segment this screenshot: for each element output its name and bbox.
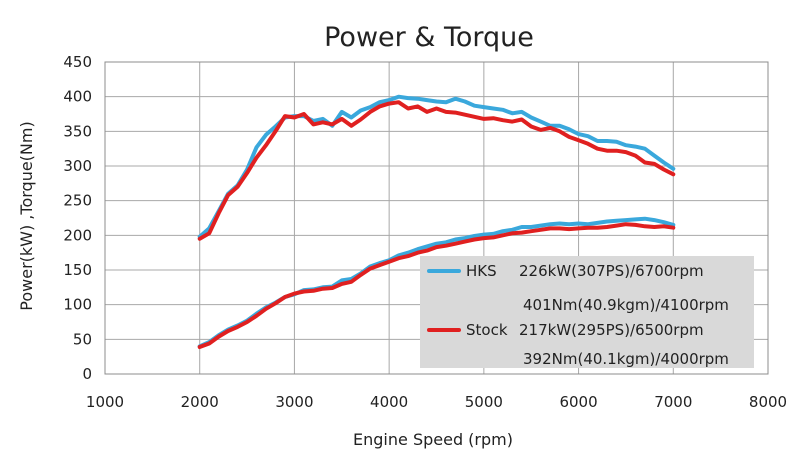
- y-tick-label: 350: [63, 122, 92, 140]
- y-tick-label: 100: [63, 296, 92, 314]
- series-layer: [197, 94, 676, 349]
- plot-frame: [104, 61, 769, 375]
- stock-legend-power-label: 217kW(295PS)/6500rpm: [519, 321, 704, 339]
- y-axis-title: Power(kW) ,Torque(Nm): [17, 121, 36, 310]
- x-tick-label: 1000: [86, 393, 124, 411]
- legend-box: [420, 256, 754, 368]
- hks-legend-name: HKS: [466, 262, 497, 280]
- x-axis-title: Engine Speed (rpm): [353, 430, 513, 449]
- axis-layer: 1000 2000 3000 4000 5000 6000 7000 8000 0 50 100 15…: [63, 53, 787, 411]
- y-tick-label: 50: [73, 330, 92, 348]
- hks-legend-power-label: 226kW(307PS)/6700rpm: [519, 262, 704, 280]
- y-tick-label: 300: [63, 157, 92, 175]
- chart-title: Power & Torque: [324, 22, 534, 53]
- x-tick-label: 6000: [559, 393, 597, 411]
- y-tick-label: 400: [63, 88, 92, 106]
- x-tick-label: 4000: [370, 393, 408, 411]
- stock-power-line: [197, 222, 676, 349]
- x-tick-label: 2000: [181, 393, 219, 411]
- y-tick-label: 450: [63, 53, 92, 71]
- y-tick-label: 150: [63, 261, 92, 279]
- stock-legend-name: Stock: [466, 321, 508, 339]
- x-tick-label: 3000: [275, 393, 313, 411]
- hks-torque-line: [197, 94, 676, 239]
- y-tick-label: 250: [63, 192, 92, 210]
- legend: HKS 226kW(307PS)/6700rpm 401Nm(40.9kgm)/41…: [420, 256, 754, 368]
- x-tick-label: 8000: [749, 393, 787, 411]
- y-tick-label: 0: [82, 365, 92, 383]
- stock-legend-torque-label: 392Nm(40.1kgm)/4000rpm: [523, 350, 729, 368]
- x-tick-label: 7000: [654, 393, 692, 411]
- x-tick-label: 5000: [465, 393, 503, 411]
- stock-torque-line: [197, 100, 676, 241]
- hks-legend-torque-label: 401Nm(40.9kgm)/4100rpm: [523, 296, 729, 314]
- y-tick-label: 200: [63, 226, 92, 244]
